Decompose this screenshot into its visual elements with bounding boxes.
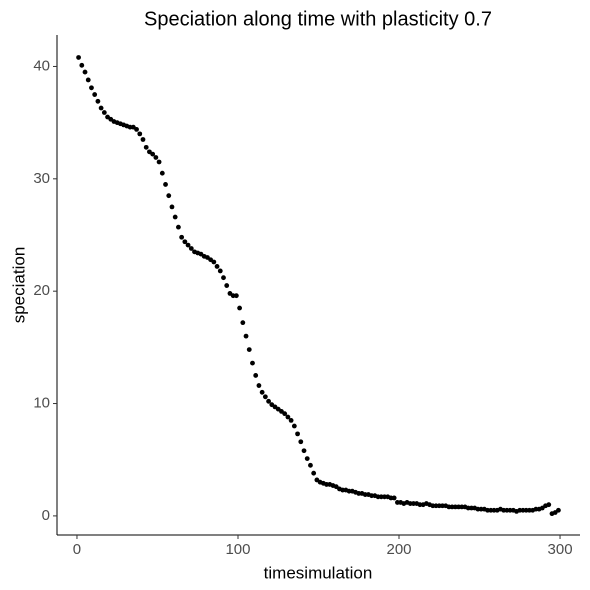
point: [282, 411, 288, 417]
point: [308, 462, 313, 468]
point: [391, 495, 397, 501]
point: [89, 85, 94, 91]
point: [182, 239, 188, 245]
point: [101, 110, 107, 115]
point: [98, 105, 104, 111]
point: [172, 214, 178, 220]
y-tick-label: 40: [33, 57, 50, 74]
point: [301, 448, 307, 454]
x-axis-title: timesimulation: [264, 563, 373, 582]
point: [159, 170, 165, 176]
x-tick-label: 300: [548, 541, 573, 558]
point: [221, 275, 226, 281]
y-tick-label: 10: [33, 395, 50, 412]
point: [311, 470, 317, 476]
point: [92, 92, 98, 97]
point: [256, 383, 262, 388]
point: [546, 502, 552, 508]
point: [266, 398, 271, 404]
point: [246, 347, 252, 353]
point: [262, 394, 268, 400]
point: [163, 182, 168, 187]
point: [240, 320, 246, 326]
point: [304, 456, 310, 461]
point: [137, 131, 143, 137]
point: [259, 389, 265, 395]
x-tick-label: 0: [73, 541, 81, 558]
point: [85, 77, 91, 83]
point: [237, 305, 242, 311]
point: [214, 264, 220, 269]
point: [250, 360, 255, 366]
y-tick-label: 20: [33, 282, 50, 299]
point: [140, 137, 146, 142]
point: [76, 55, 81, 60]
point: [95, 98, 101, 104]
point: [243, 333, 249, 339]
point: [185, 242, 191, 248]
x-tick-label: 100: [225, 541, 250, 558]
point: [143, 144, 149, 150]
y-tick-label: 0: [42, 507, 50, 524]
point: [285, 414, 291, 420]
point: [253, 373, 259, 378]
point: [211, 259, 217, 265]
chart-title: Speciation along time with plasticity 0.…: [144, 8, 492, 30]
point: [179, 234, 185, 240]
point: [176, 224, 181, 230]
x-tick-label: 200: [386, 541, 411, 558]
point: [153, 155, 159, 160]
y-axis-title: speciation: [9, 247, 28, 324]
point: [150, 151, 156, 157]
point: [224, 283, 230, 288]
point: [156, 159, 162, 165]
point: [79, 62, 85, 68]
point: [217, 268, 223, 274]
point: [556, 507, 561, 513]
point: [288, 417, 294, 423]
point: [295, 431, 300, 437]
point: [291, 423, 297, 429]
point: [166, 193, 172, 199]
point: [233, 293, 239, 299]
point: [169, 204, 175, 210]
point: [188, 246, 194, 251]
point: [298, 439, 304, 445]
point: [82, 69, 88, 75]
y-tick-label: 30: [33, 170, 50, 187]
point: [134, 126, 139, 132]
